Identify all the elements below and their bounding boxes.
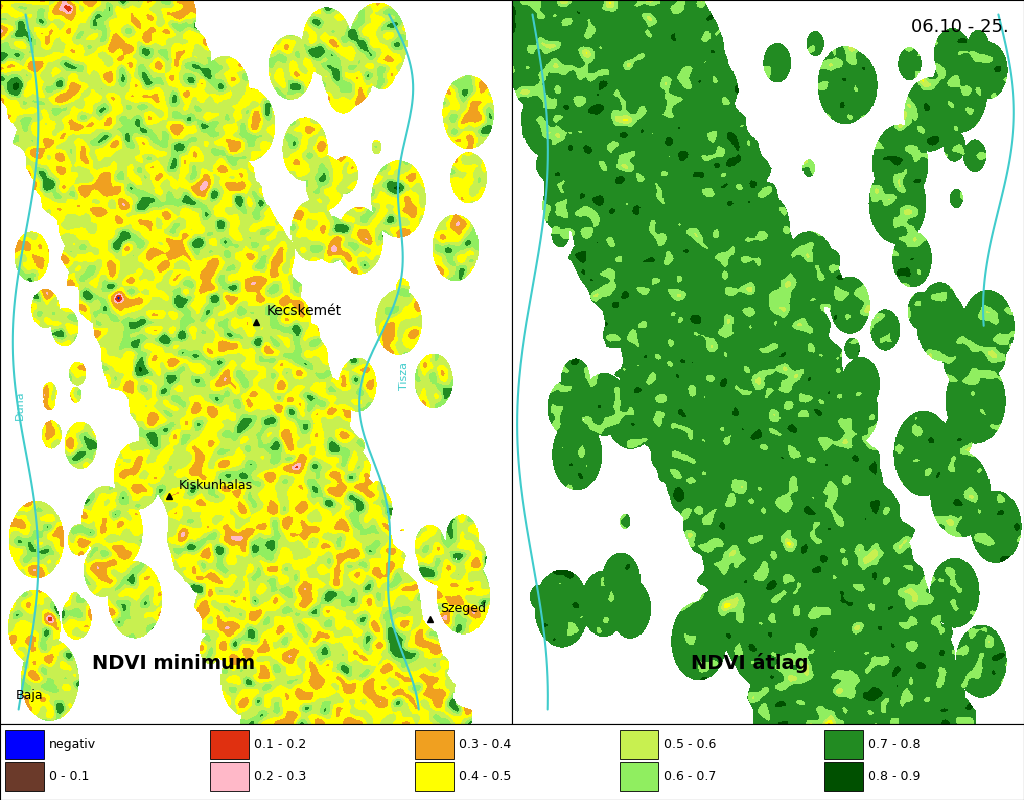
Bar xyxy=(620,730,658,759)
Bar xyxy=(210,730,249,759)
Text: NDVI átlag: NDVI átlag xyxy=(691,654,809,674)
Bar xyxy=(620,762,658,791)
Text: 0.2 - 0.3: 0.2 - 0.3 xyxy=(254,770,306,783)
Text: 0.5 - 0.6: 0.5 - 0.6 xyxy=(664,738,716,751)
Text: NDVI minimum: NDVI minimum xyxy=(92,654,255,674)
Text: Kecskemét: Kecskemét xyxy=(266,304,341,318)
Text: Baja: Baja xyxy=(15,689,43,702)
Bar xyxy=(5,730,44,759)
Text: 0.3 - 0.4: 0.3 - 0.4 xyxy=(459,738,511,751)
Text: 0.8 - 0.9: 0.8 - 0.9 xyxy=(868,770,921,783)
Text: Szeged: Szeged xyxy=(440,602,486,614)
Text: negativ: negativ xyxy=(49,738,96,751)
Text: 0.1 - 0.2: 0.1 - 0.2 xyxy=(254,738,306,751)
Bar xyxy=(5,762,44,791)
Text: Tisza: Tisza xyxy=(399,362,410,390)
Bar xyxy=(415,730,454,759)
Bar xyxy=(824,730,863,759)
Text: Duna: Duna xyxy=(15,390,26,420)
Bar xyxy=(415,762,454,791)
Text: 06.10 - 25.: 06.10 - 25. xyxy=(911,18,1009,36)
Text: Kiskunhalas: Kiskunhalas xyxy=(179,478,253,492)
Bar xyxy=(824,762,863,791)
Bar xyxy=(210,762,249,791)
Text: 0.4 - 0.5: 0.4 - 0.5 xyxy=(459,770,511,783)
Text: 0.7 - 0.8: 0.7 - 0.8 xyxy=(868,738,921,751)
Text: 0.6 - 0.7: 0.6 - 0.7 xyxy=(664,770,716,783)
Text: 0 - 0.1: 0 - 0.1 xyxy=(49,770,89,783)
